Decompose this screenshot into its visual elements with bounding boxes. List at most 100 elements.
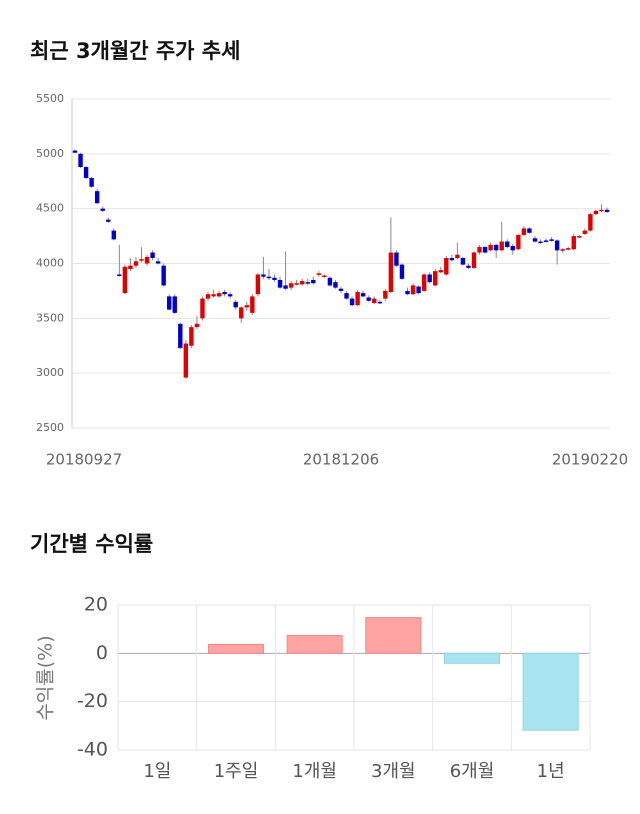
candle-body <box>72 150 78 153</box>
candle-body <box>527 228 532 233</box>
candle-body <box>360 293 366 297</box>
candle-body <box>482 247 488 253</box>
x-tick-label: 1주일 <box>214 761 259 782</box>
candle-body <box>366 297 371 301</box>
candle-body <box>288 283 294 288</box>
chart-title: 최근 3개월간 주가 추세 <box>30 39 240 63</box>
candle-body <box>128 265 133 269</box>
bar <box>207 643 265 654</box>
y-tick-label: -40 <box>77 739 108 761</box>
y-tick-label: 0 <box>96 642 108 664</box>
candle-body <box>577 236 582 238</box>
candle-body <box>122 266 128 294</box>
candle-body <box>233 301 238 308</box>
candle-body <box>538 241 543 244</box>
candle-body <box>344 293 349 299</box>
candle-body <box>227 294 233 297</box>
candle-body <box>516 234 521 250</box>
candle-body <box>532 238 538 242</box>
candle-body <box>178 323 183 348</box>
candle-body <box>94 191 100 204</box>
candle-body <box>117 274 122 276</box>
candle-body <box>194 323 200 328</box>
candle-body <box>189 327 194 346</box>
candle-body <box>338 288 344 291</box>
candle-body <box>277 279 283 288</box>
x-tick-label: 20181206 <box>303 451 379 469</box>
candle-body <box>455 254 460 259</box>
candle-body <box>161 265 166 286</box>
x-tick-label: 1개월 <box>292 761 337 782</box>
bar <box>286 634 343 654</box>
candle-body <box>327 277 333 286</box>
candle-body <box>405 290 410 295</box>
candle-body <box>183 343 189 378</box>
candle-body <box>239 307 244 319</box>
candle-body <box>150 252 155 259</box>
candle-body <box>144 256 150 264</box>
candle-body <box>133 261 139 266</box>
candle-body <box>493 244 499 251</box>
candle-body <box>521 228 527 235</box>
x-tick-label: 20180927 <box>46 451 122 469</box>
candle-body <box>444 258 449 275</box>
candle-body <box>505 241 510 248</box>
candle-body <box>388 252 394 293</box>
candle-body <box>250 296 255 313</box>
candle-body <box>588 214 593 231</box>
bar <box>443 652 501 664</box>
candle-body <box>394 252 399 266</box>
candle-body <box>499 241 504 251</box>
candle-body <box>322 275 327 278</box>
bar <box>522 652 579 731</box>
candle-body <box>222 292 227 295</box>
candle-body <box>421 274 427 291</box>
candle-body <box>560 249 565 251</box>
candle-body <box>294 283 299 285</box>
candle-body <box>216 293 222 297</box>
candle-body <box>566 248 571 250</box>
candle-body <box>111 230 116 240</box>
candle-body <box>78 153 83 167</box>
y-axis-label: 수익률(%) <box>35 635 57 720</box>
candle-body <box>89 177 94 187</box>
candle-body <box>283 285 288 289</box>
candle-body <box>543 240 549 242</box>
candle-body <box>471 252 477 268</box>
y-tick-label: 20 <box>84 594 108 616</box>
candle-body <box>460 258 466 265</box>
candle-body <box>100 208 105 211</box>
candle-body <box>427 274 432 283</box>
candle-body <box>599 209 604 212</box>
x-tick-label: 20190220 <box>552 451 628 469</box>
candle-body <box>305 282 310 284</box>
candle-body <box>399 264 405 279</box>
x-tick-label: 1년 <box>537 761 565 782</box>
candle-body <box>311 279 316 284</box>
candle-body <box>300 281 305 285</box>
candle-body <box>582 230 588 234</box>
candle-body <box>466 265 471 268</box>
y-tick-label: 5500 <box>36 92 64 105</box>
y-tick-label: -20 <box>77 690 108 712</box>
candle-body <box>372 298 377 303</box>
candle-body <box>211 294 216 297</box>
candle-body <box>155 261 161 264</box>
candle-body <box>438 270 443 273</box>
y-tick-label: 4000 <box>36 257 64 270</box>
chart-title: 기간별 수익률 <box>30 532 153 556</box>
candle-body <box>571 236 576 250</box>
candle-body <box>255 274 261 295</box>
y-tick-label: 4500 <box>36 202 64 215</box>
y-tick-label: 3500 <box>36 311 64 324</box>
y-tick-label: 3000 <box>36 366 64 379</box>
candle-body <box>355 292 360 306</box>
candle-body <box>333 282 338 288</box>
candle-body <box>449 258 455 261</box>
candle-body <box>488 244 493 251</box>
candle-body <box>272 277 277 280</box>
candle-body <box>244 305 249 308</box>
candle-body <box>316 273 322 275</box>
candle-body <box>377 301 382 304</box>
